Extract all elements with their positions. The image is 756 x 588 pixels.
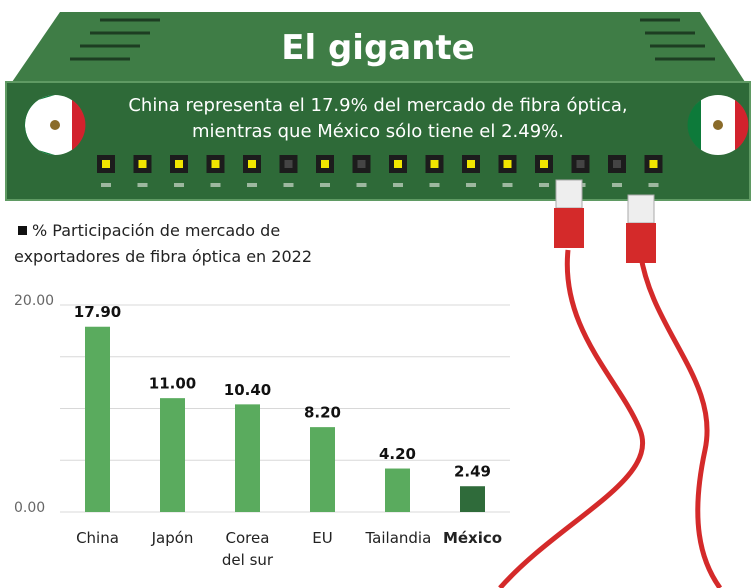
port-led bbox=[211, 160, 220, 168]
value-label: 11.00 bbox=[149, 375, 196, 393]
port-pin bbox=[320, 183, 330, 187]
subtitle: China representa el 17.9% del mercado de… bbox=[128, 95, 628, 142]
port-led bbox=[430, 160, 439, 168]
x-tick-label: Corea del sur bbox=[221, 529, 274, 569]
port-led bbox=[248, 160, 256, 168]
port-pin bbox=[648, 183, 659, 187]
x-tick-label: Japón bbox=[151, 529, 194, 547]
value-label: 10.40 bbox=[224, 381, 271, 399]
cables bbox=[498, 249, 723, 588]
bar bbox=[160, 398, 185, 512]
value-label: 8.20 bbox=[304, 404, 341, 422]
bar bbox=[460, 486, 485, 512]
legend-bullet bbox=[18, 226, 27, 235]
port-pin bbox=[502, 183, 513, 187]
header-body bbox=[5, 81, 751, 201]
bar bbox=[310, 427, 335, 512]
port-led bbox=[321, 160, 329, 168]
port-led bbox=[138, 160, 147, 168]
y-axis-label: % Participación de mercado de exportador… bbox=[14, 221, 312, 266]
plugs bbox=[554, 179, 656, 263]
port-pin bbox=[539, 183, 549, 187]
y-tick-label: 20.00 bbox=[14, 293, 54, 309]
port-pin bbox=[466, 183, 476, 187]
port-led bbox=[613, 160, 621, 168]
header-top bbox=[12, 12, 745, 82]
y-tick-label: 0.00 bbox=[14, 500, 45, 516]
ports bbox=[97, 155, 663, 187]
title: El gigante bbox=[281, 28, 475, 68]
port-led bbox=[540, 160, 548, 168]
bar bbox=[235, 404, 260, 512]
port-led bbox=[102, 160, 110, 168]
port-led bbox=[576, 160, 585, 168]
vents bbox=[70, 18, 715, 61]
port-pin bbox=[429, 183, 440, 187]
x-tick-label: Tailandia bbox=[365, 529, 432, 547]
port-pin bbox=[137, 183, 148, 187]
flag-left bbox=[24, 95, 86, 155]
port-pin bbox=[101, 183, 111, 187]
bar bbox=[385, 468, 410, 512]
port-led bbox=[284, 160, 293, 168]
x-tick-label: EU bbox=[312, 529, 333, 547]
flag-right bbox=[687, 95, 749, 155]
x-tick-label: China bbox=[76, 529, 119, 547]
port-pin bbox=[247, 183, 257, 187]
value-label: 2.49 bbox=[454, 463, 491, 481]
port-pin bbox=[393, 183, 403, 187]
bar bbox=[85, 326, 110, 512]
port-led bbox=[357, 160, 366, 168]
port-led bbox=[649, 160, 658, 168]
port-pin bbox=[174, 183, 184, 187]
value-label: 4.20 bbox=[379, 445, 416, 463]
port-led bbox=[467, 160, 475, 168]
port-led bbox=[175, 160, 183, 168]
x-tick-label: México bbox=[442, 529, 503, 547]
port-pin bbox=[356, 183, 367, 187]
port-led bbox=[394, 160, 402, 168]
port-led bbox=[503, 160, 512, 168]
port-pin bbox=[210, 183, 221, 187]
value-label: 17.90 bbox=[74, 303, 121, 321]
port-pin bbox=[283, 183, 294, 187]
port-pin bbox=[612, 183, 622, 187]
